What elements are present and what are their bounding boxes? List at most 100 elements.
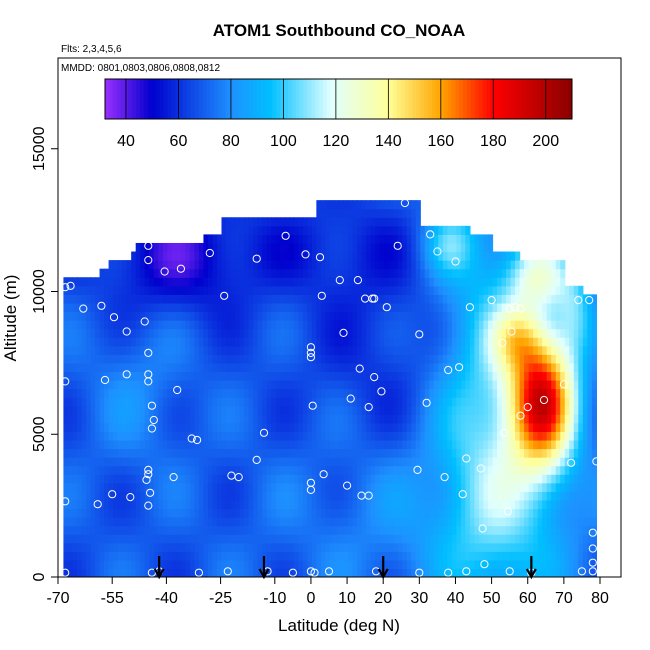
heatmap-cell bbox=[411, 525, 417, 535]
heatmap-cell bbox=[95, 508, 101, 518]
heatmap-cell bbox=[497, 474, 503, 484]
heatmap-cell bbox=[266, 491, 272, 501]
heatmap-cell bbox=[587, 405, 593, 415]
heatmap-cell bbox=[497, 508, 503, 518]
heatmap-cell bbox=[176, 311, 182, 321]
heatmap-cell bbox=[357, 260, 363, 270]
heatmap-cell bbox=[402, 508, 408, 518]
heatmap-cell bbox=[244, 474, 250, 484]
heatmap-cell bbox=[311, 499, 317, 510]
heatmap-cell bbox=[343, 268, 349, 278]
heatmap-cell bbox=[406, 294, 412, 304]
heatmap-cell bbox=[379, 542, 385, 552]
heatmap-cell bbox=[235, 405, 241, 415]
heatmap-cell bbox=[460, 397, 467, 407]
heatmap-cell bbox=[334, 354, 340, 364]
heatmap-cell bbox=[451, 525, 457, 535]
heatmap-cell bbox=[487, 517, 494, 527]
heatmap-cell bbox=[320, 217, 326, 227]
heatmap-cell bbox=[334, 217, 340, 227]
heatmap-cell bbox=[497, 277, 503, 287]
heatmap-cell bbox=[207, 542, 214, 552]
heatmap-cell bbox=[153, 457, 159, 467]
heatmap-cell bbox=[235, 414, 241, 424]
heatmap-cell bbox=[402, 234, 408, 244]
heatmap-cell bbox=[411, 568, 417, 577]
heatmap-cell bbox=[338, 362, 345, 373]
heatmap-cell bbox=[442, 491, 448, 501]
heatmap-cell bbox=[149, 268, 155, 278]
heatmap-cell bbox=[320, 499, 326, 510]
heatmap-cell bbox=[487, 320, 494, 330]
heatmap-cell bbox=[316, 234, 322, 244]
heatmap-cell bbox=[153, 311, 159, 321]
heatmap-cell bbox=[293, 225, 299, 235]
heatmap-cell bbox=[442, 559, 448, 570]
heatmap-cell bbox=[402, 260, 408, 270]
heatmap-cell bbox=[262, 302, 268, 313]
heatmap-cell bbox=[329, 294, 336, 304]
heatmap-cell bbox=[447, 439, 453, 450]
heatmap-cell bbox=[546, 345, 552, 355]
heatmap-cell bbox=[456, 320, 462, 330]
heatmap-cell bbox=[226, 328, 232, 338]
heatmap-cell bbox=[262, 422, 268, 432]
heatmap-cell bbox=[280, 439, 286, 450]
heatmap-cell bbox=[293, 251, 299, 261]
heatmap-cell bbox=[420, 242, 426, 253]
heatmap-cell bbox=[126, 397, 132, 407]
heatmap-cell bbox=[388, 508, 394, 518]
heatmap-cell bbox=[153, 362, 159, 373]
heatmap-cell bbox=[492, 260, 498, 270]
heatmap-cell bbox=[492, 251, 498, 261]
heatmap-cell bbox=[519, 294, 525, 304]
heatmap-cell bbox=[67, 380, 74, 390]
heatmap-cell bbox=[456, 371, 462, 381]
heatmap-cell bbox=[424, 371, 430, 381]
heatmap-cell bbox=[357, 251, 363, 261]
heatmap-cell bbox=[375, 362, 381, 373]
heatmap-cell bbox=[167, 345, 173, 355]
heatmap-cell bbox=[411, 354, 417, 364]
heatmap-cell bbox=[397, 294, 403, 304]
heatmap-cell bbox=[474, 362, 480, 373]
heatmap-cell bbox=[194, 422, 200, 432]
heatmap-cell bbox=[216, 448, 223, 458]
heatmap-cell bbox=[126, 439, 132, 450]
heatmap-cell bbox=[189, 559, 196, 570]
heatmap-cell bbox=[402, 362, 408, 373]
heatmap-cell bbox=[411, 225, 417, 235]
heatmap-cell bbox=[397, 225, 403, 235]
heatmap-cell bbox=[257, 251, 263, 261]
heatmap-cell bbox=[334, 499, 340, 510]
heatmap-cell bbox=[411, 345, 417, 355]
heatmap-cell bbox=[266, 285, 272, 295]
observation-point bbox=[223, 567, 232, 576]
heatmap-cell bbox=[113, 345, 119, 355]
heatmap-cell bbox=[334, 345, 340, 355]
heatmap-cell bbox=[415, 277, 421, 287]
heatmap-cell bbox=[63, 465, 69, 475]
heatmap-cell bbox=[379, 354, 385, 364]
heatmap-cell bbox=[153, 499, 159, 510]
heatmap-cell bbox=[271, 431, 277, 441]
heatmap-cell bbox=[379, 242, 385, 253]
heatmap-cell bbox=[162, 268, 168, 278]
heatmap-cell bbox=[198, 551, 205, 561]
heatmap-cell bbox=[533, 431, 539, 441]
heatmap-cell bbox=[474, 414, 480, 424]
heatmap-cell bbox=[298, 525, 304, 535]
heatmap-cell bbox=[158, 337, 164, 347]
heatmap-cell bbox=[307, 431, 313, 441]
heatmap-cell bbox=[506, 525, 512, 535]
heatmap-cell bbox=[510, 268, 516, 278]
heatmap-cell bbox=[569, 354, 575, 364]
heatmap-cell bbox=[497, 311, 503, 321]
heatmap-cell bbox=[289, 465, 295, 475]
heatmap-cell bbox=[533, 380, 539, 390]
heatmap-cell bbox=[171, 414, 177, 424]
heatmap-cell bbox=[375, 499, 381, 510]
heatmap-cell bbox=[469, 251, 476, 261]
heatmap-cell bbox=[460, 542, 467, 552]
heatmap-cell bbox=[284, 260, 290, 270]
